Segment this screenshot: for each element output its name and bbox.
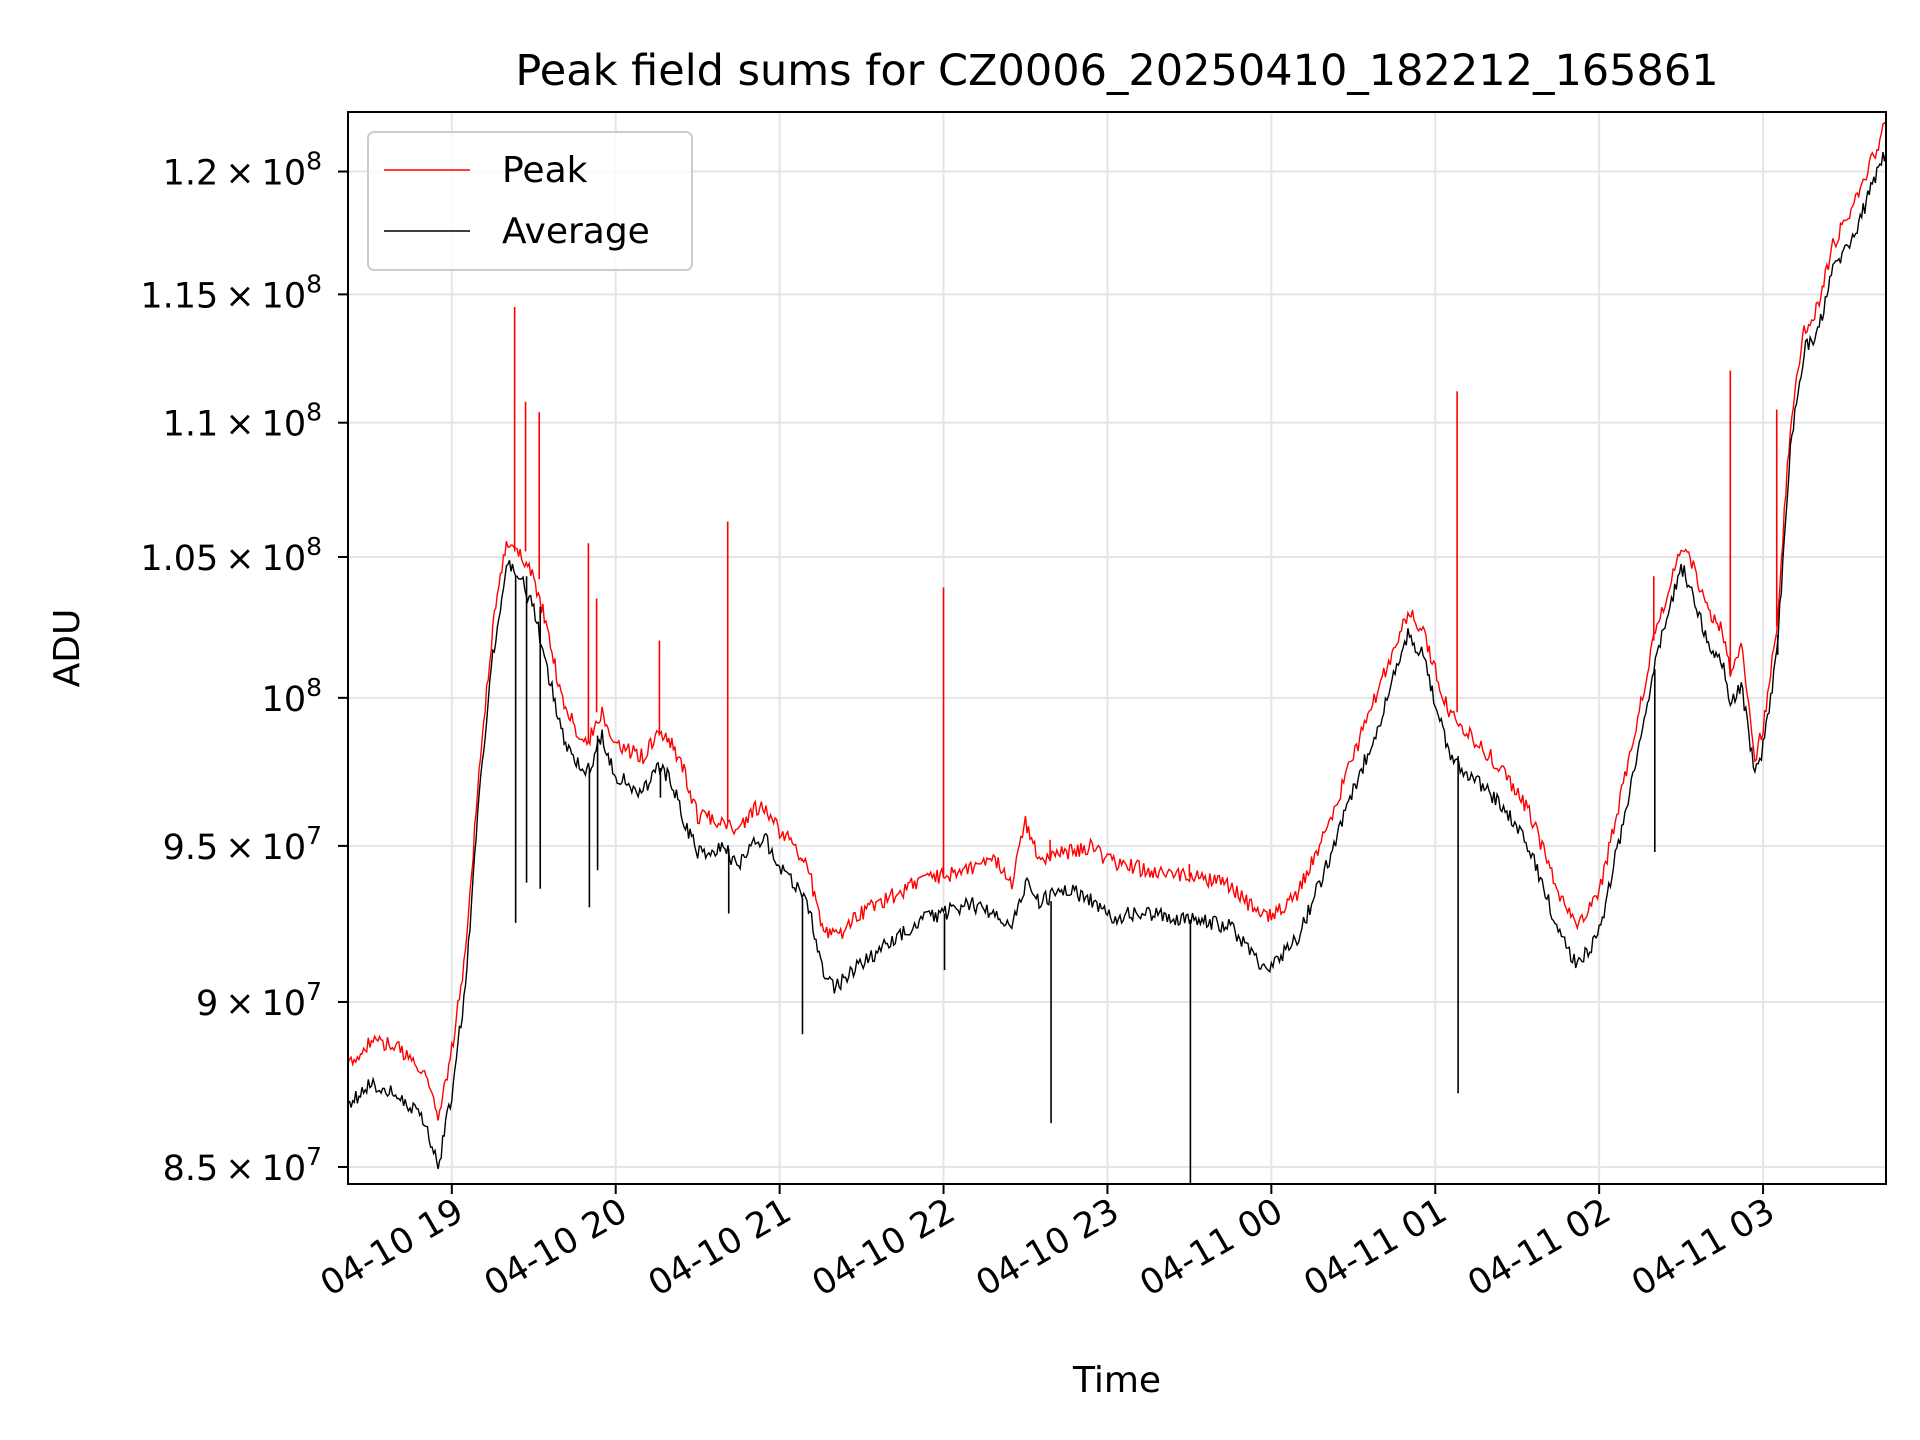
y-tick-label: 1.05 × 108 [140, 532, 322, 579]
y-tick-mantissa: 1.2 × 10 [163, 154, 307, 194]
y-tick-label: 108 [262, 673, 322, 720]
y-tick-label: 9.5 × 107 [163, 821, 322, 868]
y-tick-exponent: 7 [306, 1142, 322, 1171]
y-tick-exponent: 8 [306, 398, 322, 427]
y-tick-exponent: 7 [306, 821, 322, 850]
y-tick-exponent: 8 [306, 269, 322, 298]
legend: Peak Average [367, 131, 693, 271]
y-tick-label: 1.2 × 108 [163, 147, 322, 194]
x-axis-label: Time [1072, 1360, 1161, 1401]
plot-frame [347, 111, 1887, 1185]
y-tick-mantissa: 1.15 × 10 [140, 276, 306, 316]
grid-lines [348, 112, 1886, 1184]
y-tick-label: 1.1 × 108 [163, 398, 322, 445]
series-layer [348, 122, 1886, 1184]
y-tick-exponent: 8 [306, 147, 322, 176]
peak-series-line [348, 122, 1886, 1121]
y-tick-mantissa: 9 × 10 [196, 984, 306, 1024]
y-axis-label: ADU [47, 609, 88, 688]
y-tick-label: 9 × 107 [196, 977, 322, 1024]
legend-label-average: Average [502, 211, 650, 252]
y-tick-exponent: 8 [306, 673, 322, 702]
y-tick-exponent: 8 [306, 532, 322, 561]
y-tick-mantissa: 9.5 × 10 [163, 828, 307, 868]
y-tick-label: 1.15 × 108 [140, 269, 322, 316]
y-tick-mantissa: 1.1 × 10 [163, 405, 307, 445]
y-tick-mantissa: 1.05 × 10 [140, 539, 306, 579]
average-series-line [348, 151, 1886, 1170]
legend-box [367, 131, 693, 271]
y-tick-label: 8.5 × 107 [163, 1142, 322, 1189]
y-tick-mantissa: 8.5 × 10 [163, 1149, 307, 1189]
y-tick-exponent: 7 [306, 977, 322, 1006]
legend-label-peak: Peak [502, 150, 588, 191]
chart-title: Peak field sums for CZ0006_20250410_1822… [515, 46, 1718, 96]
y-tick-base: 10 [262, 680, 307, 720]
